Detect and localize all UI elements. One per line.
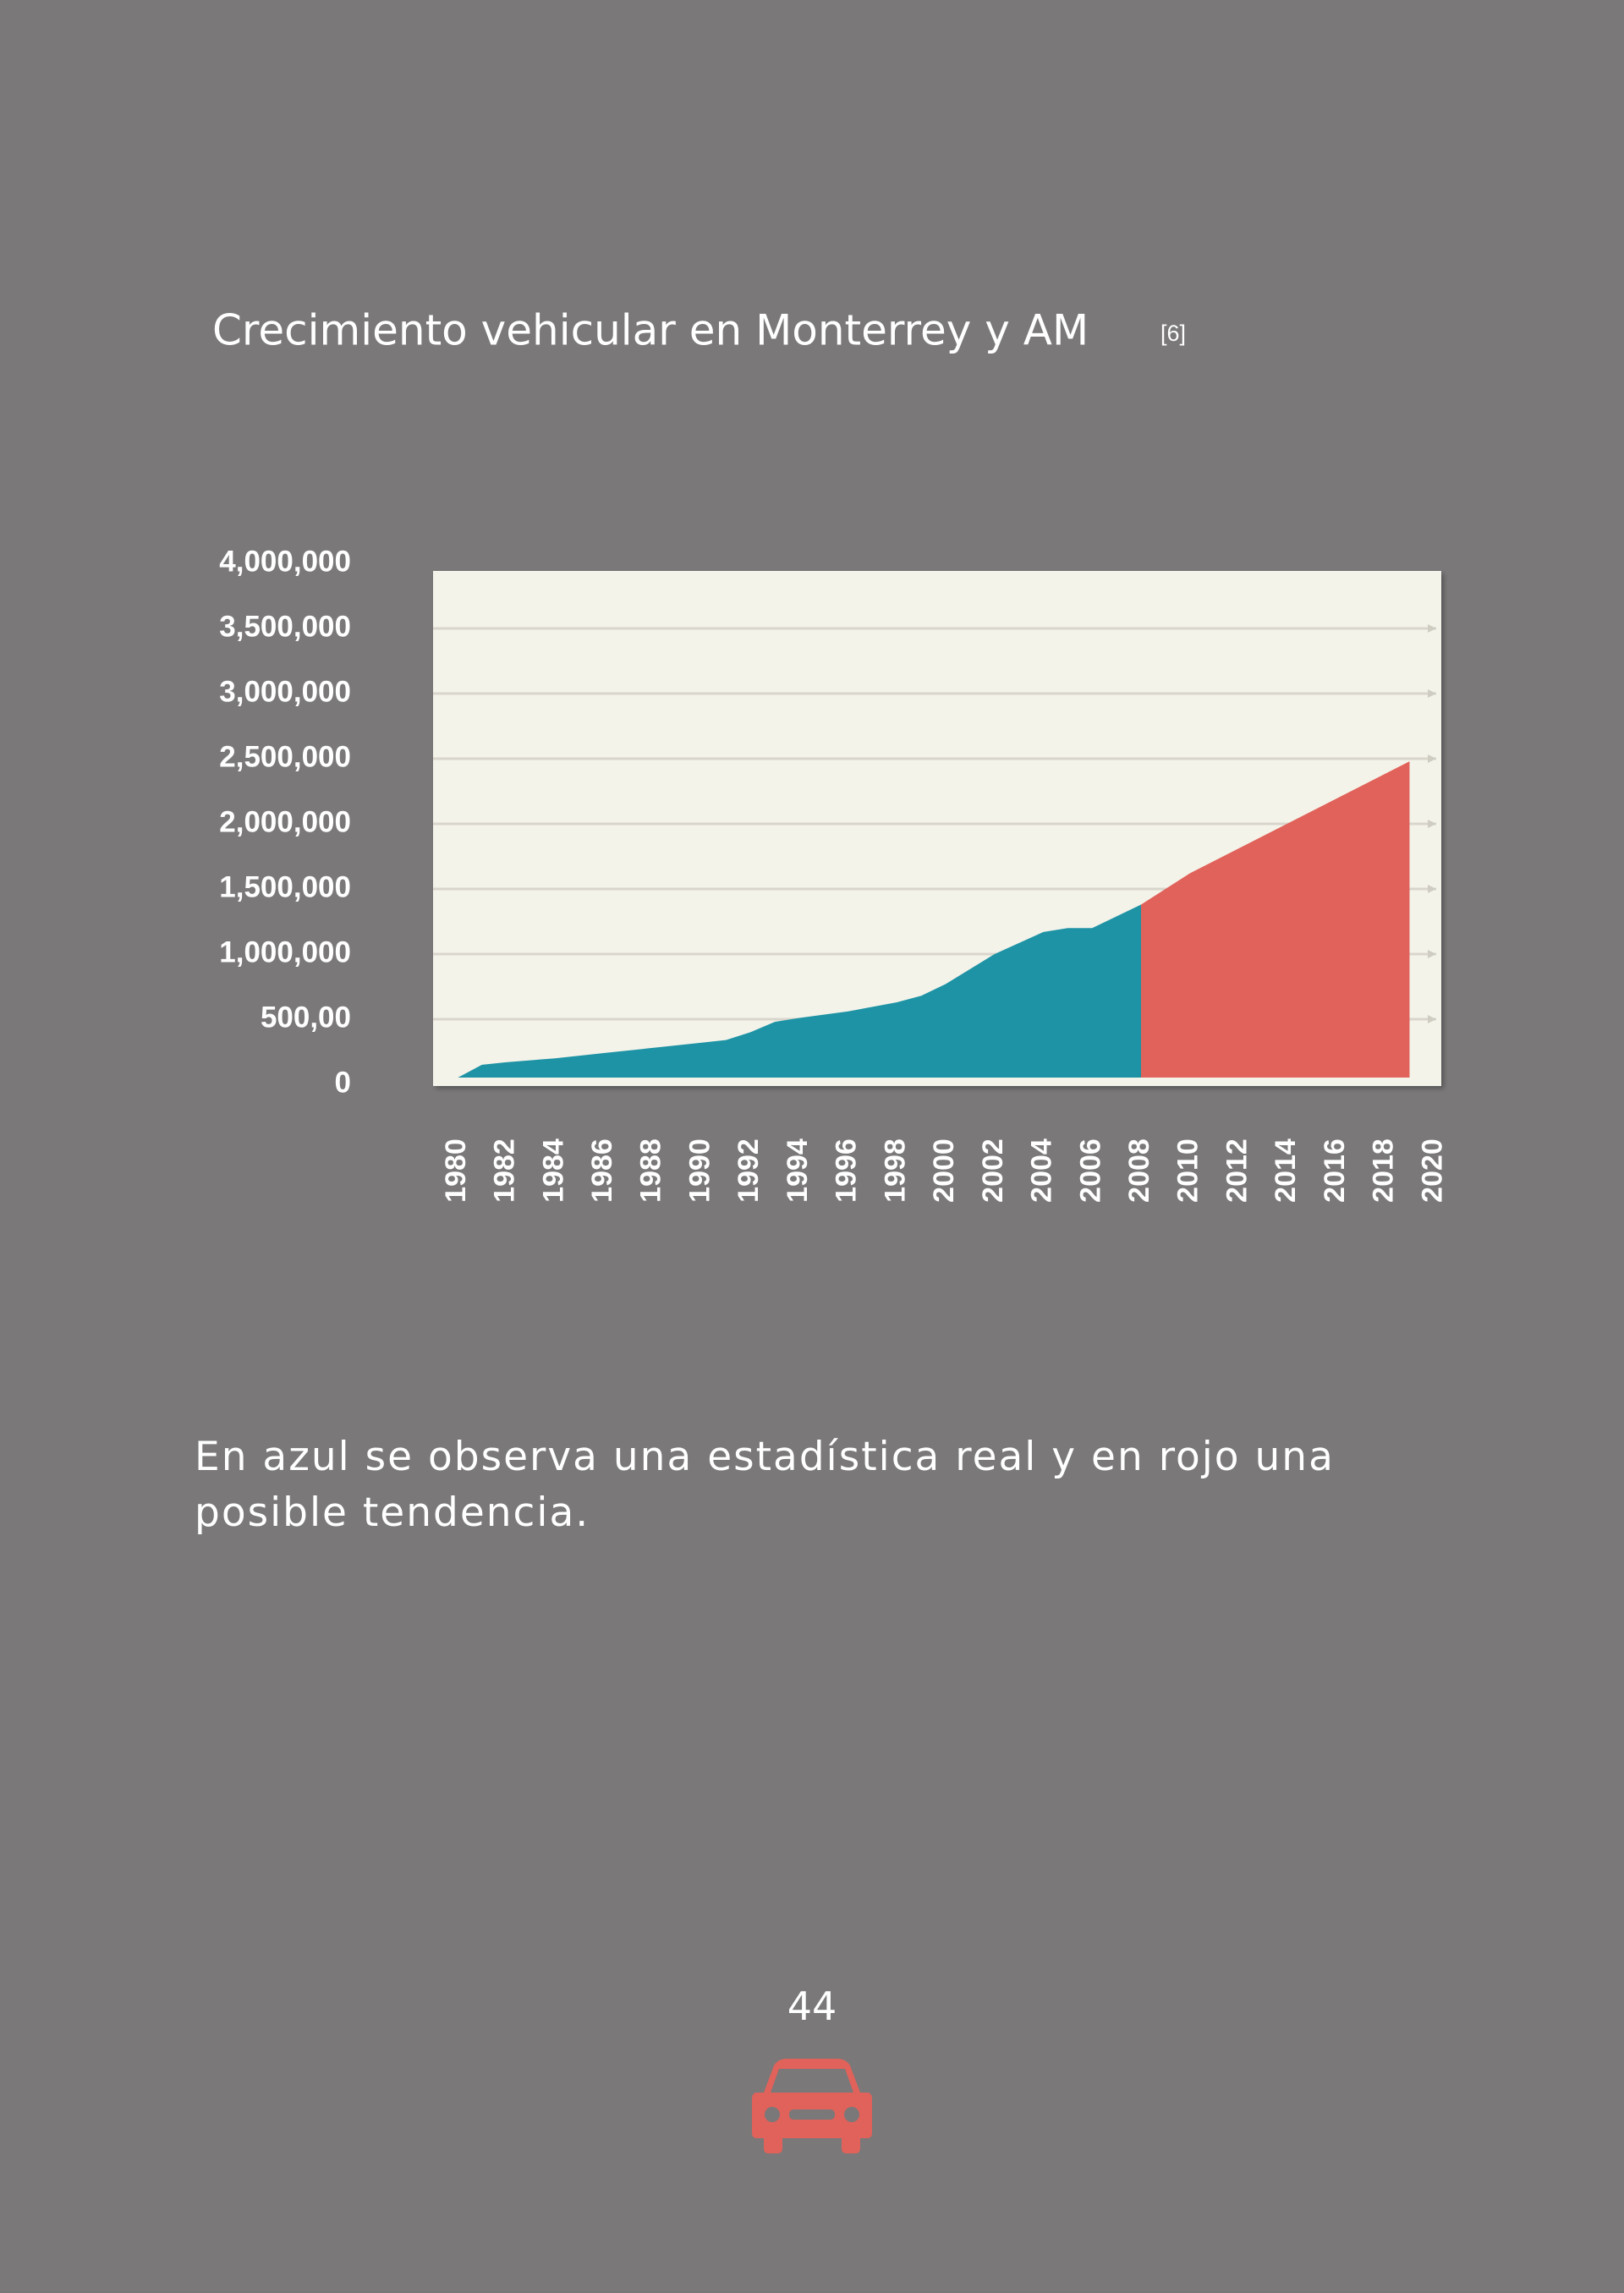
- x-tick-label: 2018: [1368, 1138, 1400, 1203]
- x-tick-label: 1992: [732, 1138, 765, 1203]
- y-tick-label: 1,000,000: [219, 935, 351, 968]
- x-tick-label: 2012: [1221, 1138, 1253, 1203]
- y-tick-label: 3,000,000: [219, 675, 351, 708]
- x-tick-label: 1982: [489, 1138, 521, 1203]
- x-tick-label: 2000: [928, 1138, 960, 1203]
- x-tick-label: 2006: [1074, 1138, 1106, 1203]
- y-tick-label: 2,500,000: [219, 740, 351, 773]
- y-tick-label: 4,000,000: [219, 545, 351, 578]
- y-tick-label: 2,000,000: [219, 805, 351, 838]
- x-tick-label: 1984: [537, 1138, 569, 1203]
- x-tick-label: 1988: [635, 1138, 667, 1203]
- citation: [6]: [1160, 321, 1186, 346]
- chart: Crecimiento vehicular en Monterrey y AM …: [212, 306, 1448, 1203]
- area: [457, 904, 1141, 1078]
- x-tick-label: 2002: [977, 1138, 1009, 1203]
- x-tick-label: 2008: [1123, 1138, 1155, 1203]
- y-tick-label: 1,500,000: [219, 870, 351, 903]
- x-tick-label: 2020: [1416, 1138, 1448, 1203]
- x-tick-label: 2010: [1172, 1138, 1204, 1203]
- marks: [457, 761, 1410, 1078]
- y-tick-label: 0: [335, 1066, 351, 1099]
- x-tick-label: 1990: [683, 1138, 716, 1203]
- chart-title: Crecimiento vehicular en Monterrey y AM: [212, 306, 1089, 355]
- labels: 0 500,00 1,000,000 1,500,000 2,000,000 2,500,…: [219, 545, 1448, 1203]
- body-text: En azul se observa una estadística real …: [195, 1434, 1335, 1536]
- x-tick-label: 1996: [831, 1138, 863, 1203]
- car-icon: [752, 2059, 872, 2153]
- y-tick-label: 3,500,000: [219, 610, 351, 643]
- x-tick-label: 1994: [782, 1138, 814, 1203]
- grid: [433, 624, 1436, 1023]
- area: [1140, 761, 1410, 1078]
- x-tick-label: 1980: [440, 1138, 472, 1203]
- x-tick-label: 2004: [1026, 1138, 1058, 1203]
- page-number: 44: [787, 1983, 837, 2029]
- x-tick-label: 1998: [879, 1138, 911, 1203]
- x-tick-label: 1986: [586, 1138, 618, 1203]
- x-tick-label: 2016: [1319, 1138, 1351, 1203]
- y-tick-label: 500,00: [261, 1001, 351, 1034]
- x-tick-label: 2014: [1270, 1138, 1302, 1203]
